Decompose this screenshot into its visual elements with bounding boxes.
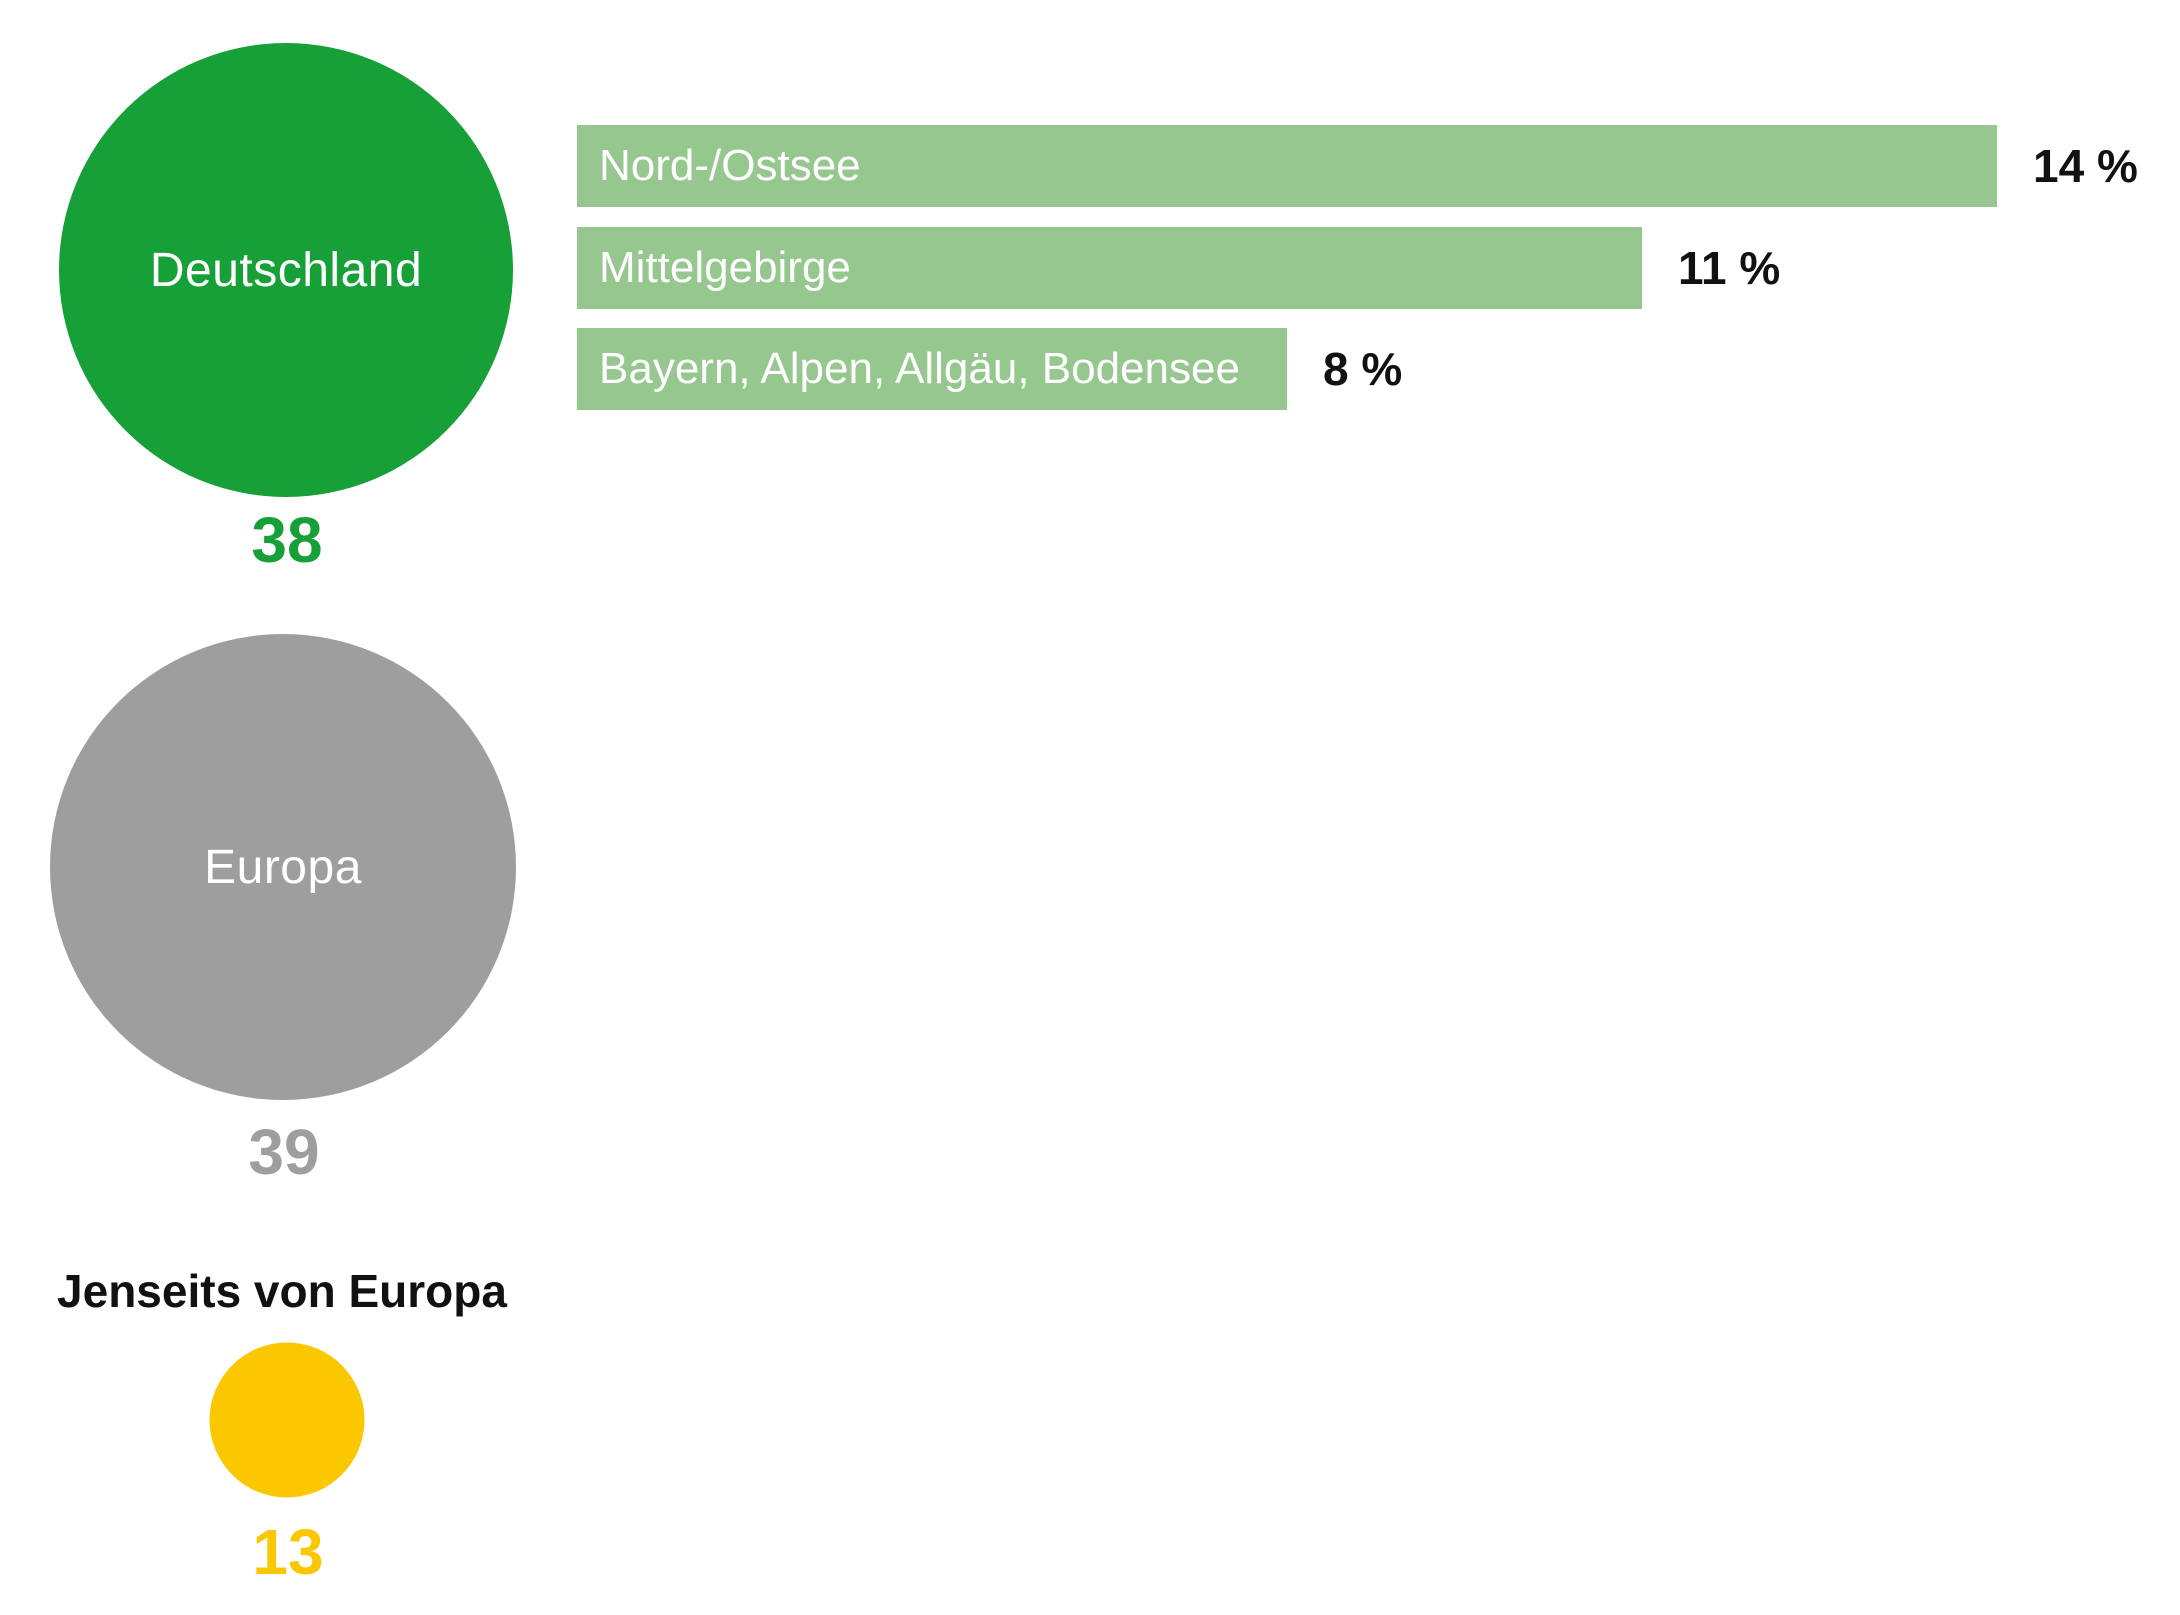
bar-nord-ostsee: Nord-/Ostsee xyxy=(577,125,1997,207)
bar-bayern-alpen-percent: 8 % xyxy=(1323,343,1403,395)
bubble-deutschland-value: 38 xyxy=(251,504,323,576)
bar-nord-ostsee-percent: 14 % xyxy=(2033,140,2138,192)
bar-mittelgebirge-percent: 11 % xyxy=(1678,242,1781,294)
bar-bayern-alpen-label: Bayern, Alpen, Allgäu, Bodensee xyxy=(599,344,1240,393)
bubble-deutschland-label: Deutschland xyxy=(149,243,423,297)
bubble-europa: Europa xyxy=(50,634,516,1100)
bubble-europa-value: 39 xyxy=(248,1116,320,1188)
bar-row-nord-ostsee: Nord-/Ostsee 14 % xyxy=(577,125,2138,207)
bubble-jenseits-value: 13 xyxy=(252,1516,324,1588)
bar-row-bayern-alpen: Bayern, Alpen, Allgäu, Bodensee 8 % xyxy=(577,328,1402,410)
bubble-deutschland: Deutschland xyxy=(59,43,513,497)
bubble-jenseits-label: Jenseits von Europa xyxy=(57,1265,507,1317)
bar-nord-ostsee-label: Nord-/Ostsee xyxy=(599,141,861,190)
bar-bayern-alpen: Bayern, Alpen, Allgäu, Bodensee xyxy=(577,328,1287,410)
bubble-jenseits xyxy=(209,1342,365,1498)
bar-mittelgebirge-label: Mittelgebirge xyxy=(599,243,851,292)
bubble-europa-label: Europa xyxy=(204,840,362,894)
bar-mittelgebirge: Mittelgebirge xyxy=(577,227,1642,309)
bar-row-mittelgebirge: Mittelgebirge 11 % xyxy=(577,227,1780,309)
